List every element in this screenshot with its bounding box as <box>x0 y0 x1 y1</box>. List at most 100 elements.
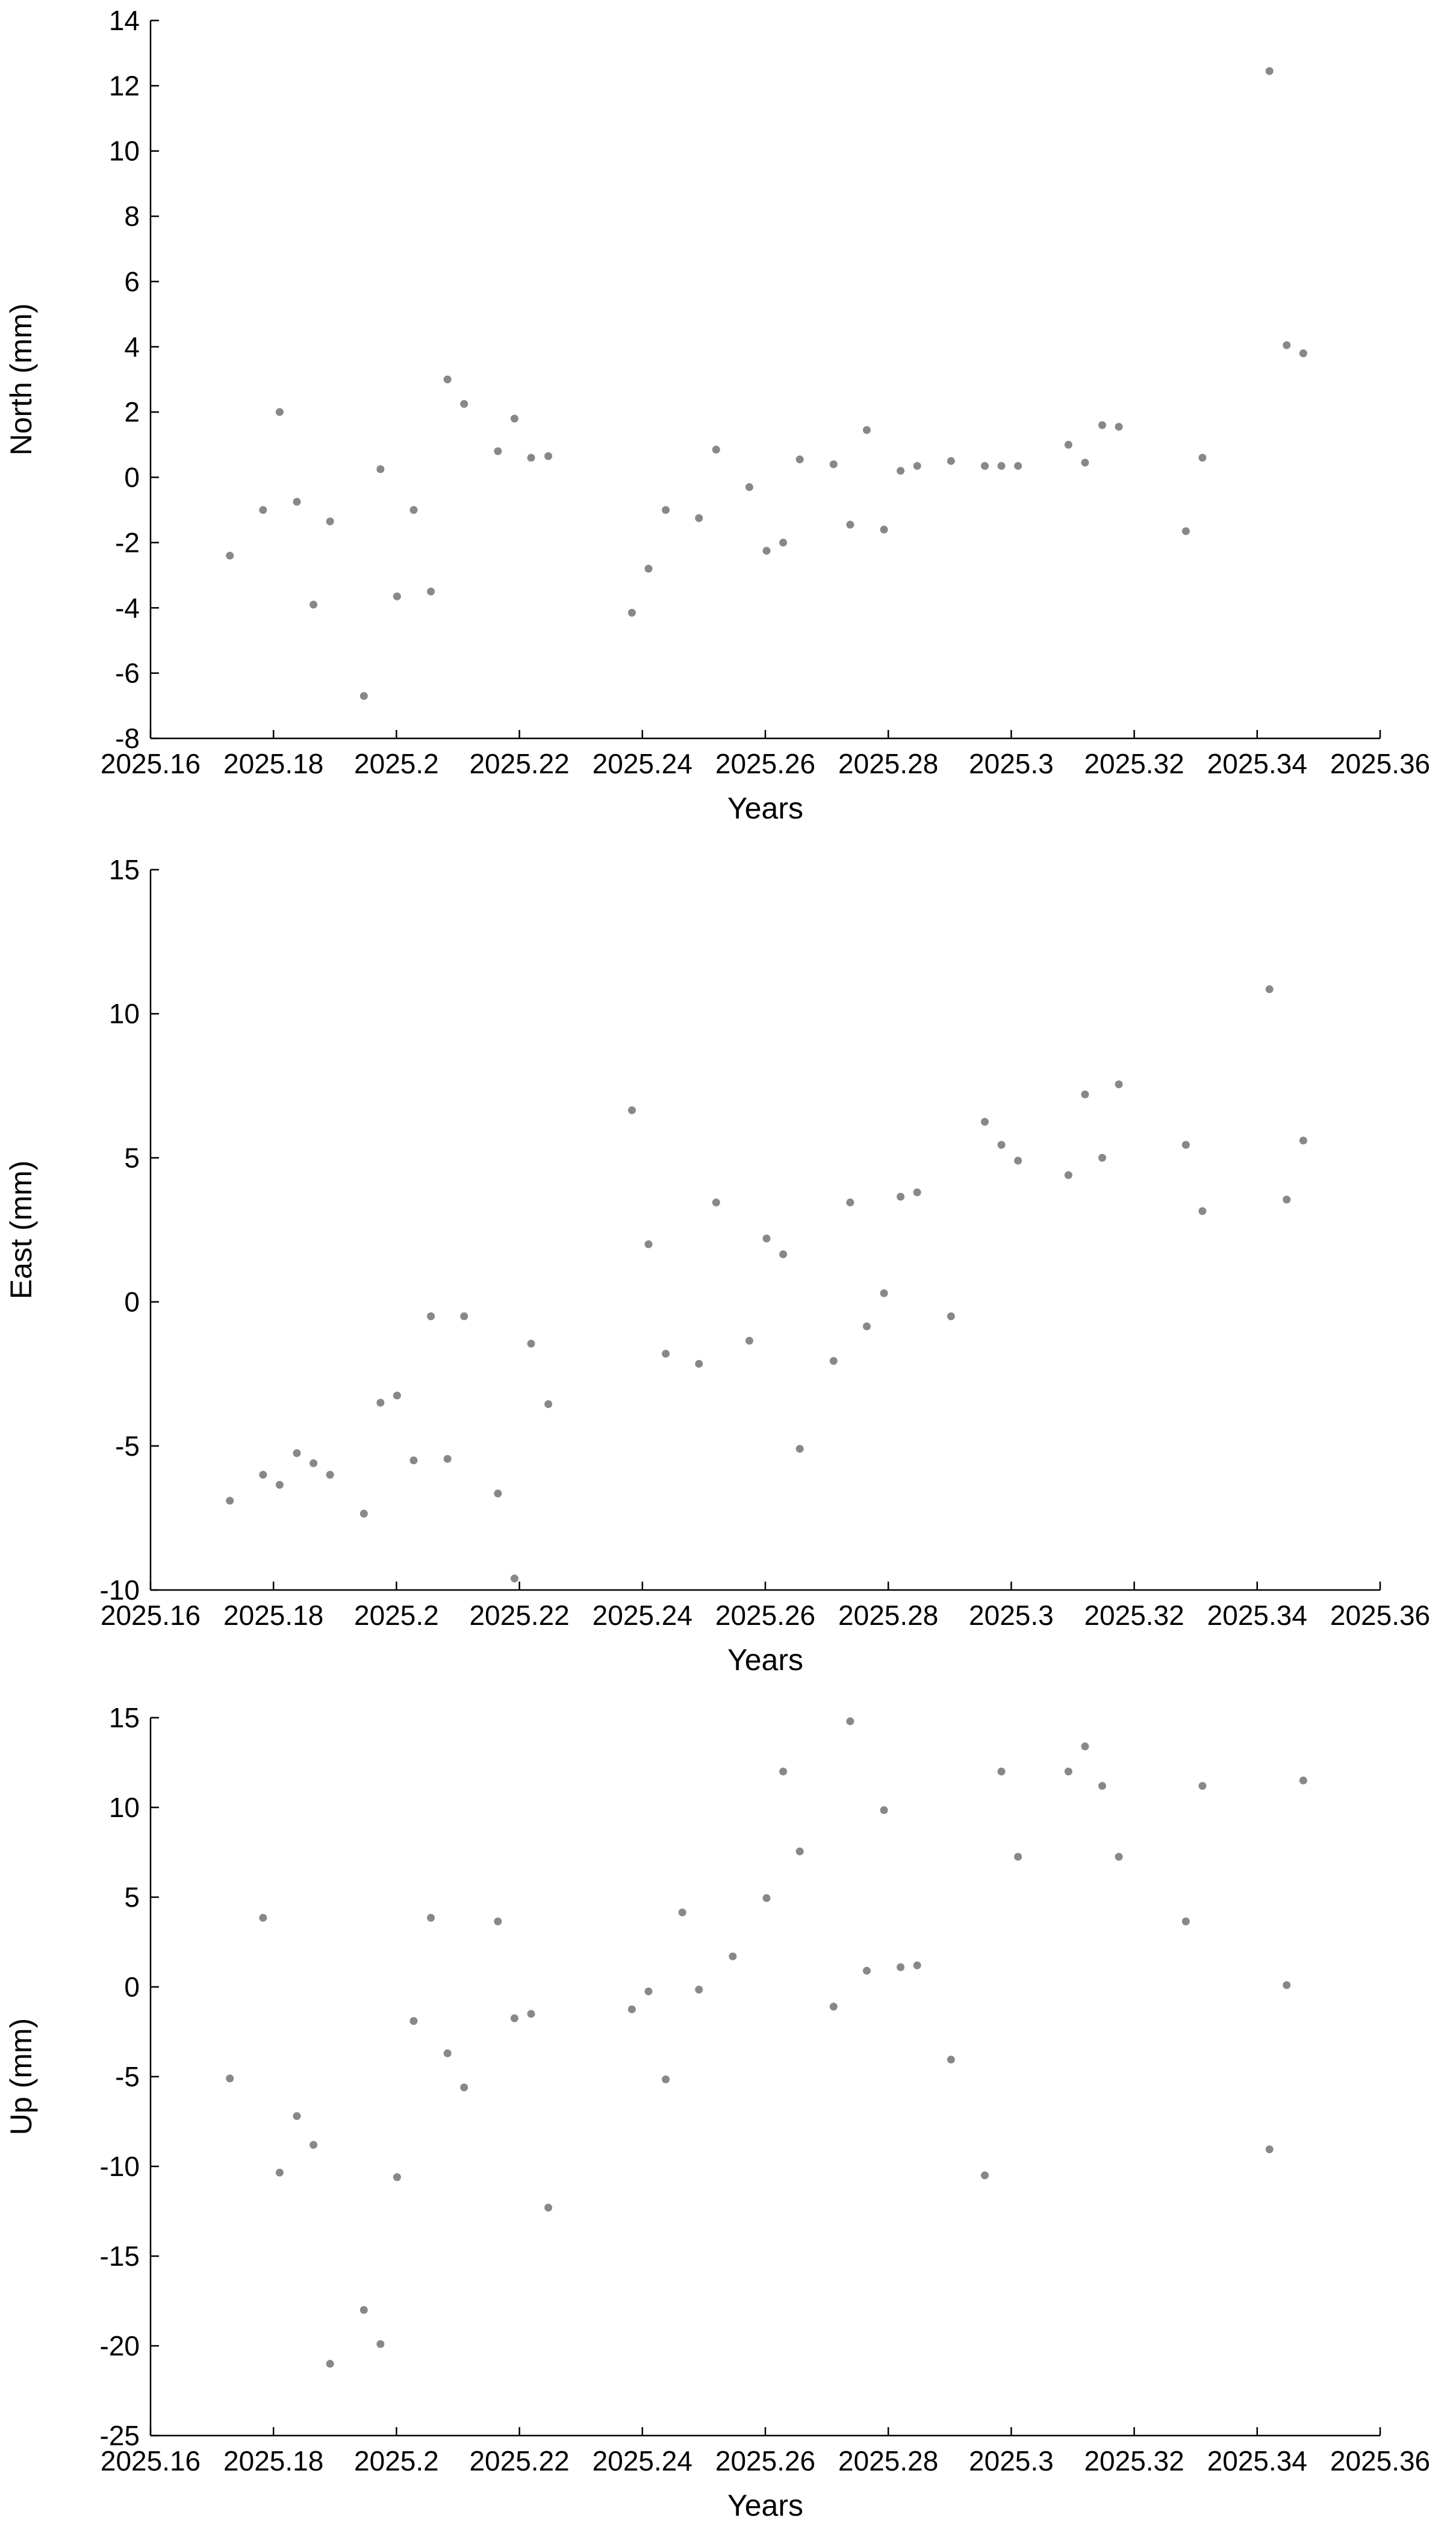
north-x-tick-label: 2025.3 <box>969 748 1054 779</box>
up-data-point <box>829 2003 838 2011</box>
north-data-point <box>1265 67 1274 75</box>
north-data-point <box>627 608 636 617</box>
east-data-point <box>695 1359 703 1368</box>
east-data-point <box>662 1350 670 1358</box>
up-panel: -25 -20 -15 -10 -5 0 5 10 15 2025.16 2025.18 2025.2… <box>4 1702 1430 2522</box>
up-data-point <box>427 1913 435 1922</box>
east-data-point <box>1283 1196 1291 1204</box>
north-data-point <box>494 447 502 455</box>
north-x-tick-label: 2025.32 <box>1084 748 1184 779</box>
east-data-point <box>947 1312 955 1321</box>
up-data-point <box>510 2014 518 2022</box>
north-data-point <box>829 460 838 469</box>
up-data-point <box>259 1913 267 1922</box>
up-data-point <box>527 2010 535 2018</box>
east-y-tick-label: 10 <box>109 998 140 1029</box>
east-data-point <box>544 1400 553 1408</box>
east-data-point <box>275 1480 284 1489</box>
east-data-point <box>897 1192 905 1201</box>
north-y-tick-label: 0 <box>124 462 140 493</box>
north-y-tick-label: 2 <box>124 396 140 428</box>
east-data-point <box>1265 985 1274 994</box>
up-data-point <box>326 2360 334 2368</box>
up-data-point <box>293 2112 301 2121</box>
north-data-point <box>1064 440 1072 449</box>
east-data-point <box>997 1141 1006 1149</box>
north-data-point <box>644 564 653 573</box>
up-data-point <box>460 2083 468 2092</box>
up-y-tick-label: -10 <box>100 2151 140 2182</box>
east-x-tick-label: 2025.34 <box>1207 1600 1307 1631</box>
up-data-point <box>762 1894 771 1902</box>
east-x-tick-label: 2025.18 <box>223 1600 323 1631</box>
east-data-point <box>427 1312 435 1321</box>
east-data-point <box>846 1199 854 1207</box>
north-data-point <box>897 467 905 475</box>
east-y-tick-label: 5 <box>124 1142 140 1173</box>
up-y-tick-label: -20 <box>100 2330 140 2362</box>
up-y-tick-label: -15 <box>100 2240 140 2272</box>
up-x-axis-title: Years <box>727 2489 803 2522</box>
north-y-tick-label: -2 <box>115 527 140 558</box>
north-y-axis-title: North (mm) <box>4 304 38 456</box>
north-data-point <box>510 414 518 423</box>
north-data-point <box>795 455 804 464</box>
north-data-point <box>712 445 720 454</box>
north-data-point <box>443 375 452 384</box>
east-x-axis-title: Years <box>727 1643 803 1677</box>
up-data-point <box>913 1961 921 1969</box>
east-x-tick-label: 2025.26 <box>715 1600 815 1631</box>
north-x-axis-title: Years <box>727 791 803 825</box>
east-data-point <box>443 1454 452 1463</box>
up-data-point <box>409 2017 418 2025</box>
north-x-tick-label: 2025.24 <box>593 748 692 779</box>
north-data-point <box>913 462 921 470</box>
up-x-tick-label: 2025.34 <box>1207 2445 1307 2477</box>
up-data-point <box>729 1952 737 1960</box>
up-data-point <box>494 1917 502 1925</box>
east-y-axis-title: East (mm) <box>4 1161 38 1300</box>
east-data-point <box>862 1322 871 1330</box>
north-data-point <box>275 408 284 416</box>
north-data-point <box>997 462 1006 470</box>
north-x-tick-label: 2025.34 <box>1207 748 1307 779</box>
north-y-tick-label: 8 <box>124 201 140 232</box>
east-data-point <box>913 1188 921 1197</box>
up-data-point <box>678 1908 686 1916</box>
up-y-tick-label: -25 <box>100 2420 140 2451</box>
up-y-tick-label: 0 <box>124 1971 140 2003</box>
north-y-tick-label: -8 <box>115 723 140 754</box>
up-data-point <box>980 2171 989 2180</box>
up-x-tick-label: 2025.3 <box>969 2445 1054 2477</box>
up-data-point <box>997 1767 1006 1776</box>
up-data-point <box>627 2005 636 2013</box>
east-data-point <box>745 1336 753 1345</box>
up-data-point <box>644 1987 653 1995</box>
east-data-point <box>829 1357 838 1365</box>
east-data-point <box>226 1497 234 1505</box>
up-data-point <box>1198 1782 1207 1790</box>
north-y-tick-label: 6 <box>124 266 140 297</box>
north-data-point <box>980 462 989 470</box>
east-data-point <box>1198 1207 1207 1215</box>
up-data-point <box>795 1847 804 1856</box>
east-data-point <box>359 1509 368 1518</box>
north-data-point <box>947 457 955 465</box>
north-data-point <box>427 587 435 596</box>
east-x-tick-label: 2025.2 <box>354 1600 439 1631</box>
east-data-point <box>1014 1156 1022 1165</box>
up-data-point <box>1181 1917 1190 1925</box>
east-x-tick-label: 2025.16 <box>101 1600 201 1631</box>
up-y-tick-label: 15 <box>109 1702 140 1733</box>
up-data-point <box>1098 1782 1107 1790</box>
east-data-point <box>510 1574 518 1583</box>
east-data-point <box>627 1106 636 1114</box>
east-data-point <box>1064 1171 1072 1179</box>
up-x-tick-label: 2025.18 <box>223 2445 323 2477</box>
east-y-tick-label: 15 <box>109 854 140 885</box>
east-data-point <box>1181 1141 1190 1149</box>
north-data-point <box>1115 423 1123 431</box>
up-data-point <box>1081 1742 1089 1751</box>
up-data-point <box>443 2049 452 2057</box>
